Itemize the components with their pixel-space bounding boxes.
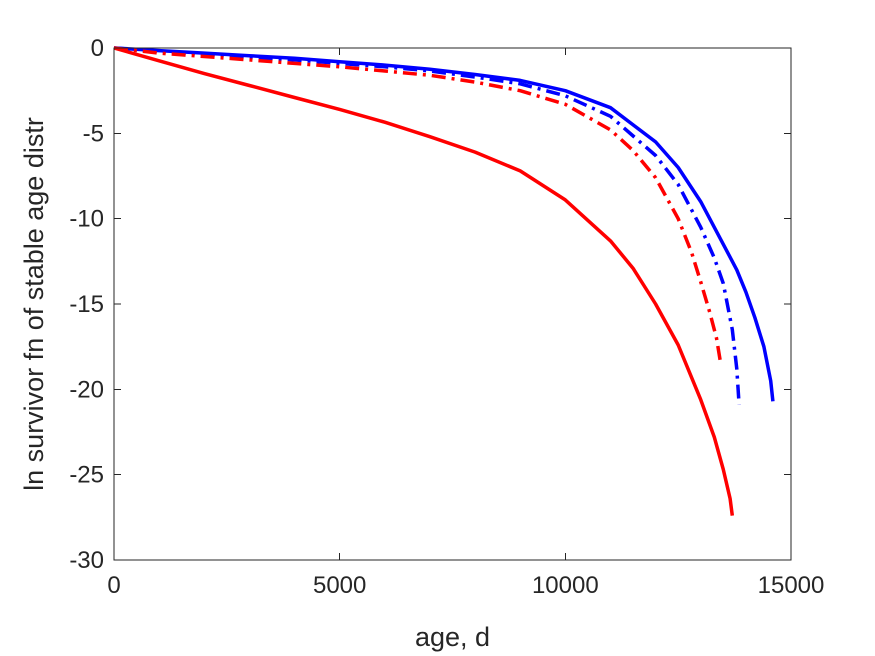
- y-tick-label: -30: [69, 547, 104, 574]
- x-tick-label: 5000: [313, 572, 366, 599]
- series-line-1: [113, 46, 775, 402]
- series-layer: [113, 46, 775, 516]
- plot-area-frame: [113, 47, 792, 561]
- x-axis-label: age, d: [415, 622, 490, 652]
- y-tick-label: -10: [69, 206, 104, 233]
- x-tick-label: 10000: [532, 572, 599, 599]
- series-line-3: [113, 46, 723, 366]
- series-line-2: [113, 46, 741, 405]
- axes-layer: 0 5000 10000 15000 0 -5 -10 -15 -20 -25 -30: [69, 35, 824, 599]
- y-tick-label: -5: [83, 120, 104, 147]
- y-tick-label: 0: [91, 35, 104, 62]
- x-tick-label: 0: [107, 572, 120, 599]
- y-axis-label: ln survivor fn of stable age distr: [19, 117, 49, 491]
- x-tick-label: 15000: [758, 572, 825, 599]
- series-line-4: [113, 46, 735, 516]
- y-tick-label: -15: [69, 291, 104, 318]
- y-tick-label: -20: [69, 376, 104, 403]
- y-tick-label: -25: [69, 462, 104, 489]
